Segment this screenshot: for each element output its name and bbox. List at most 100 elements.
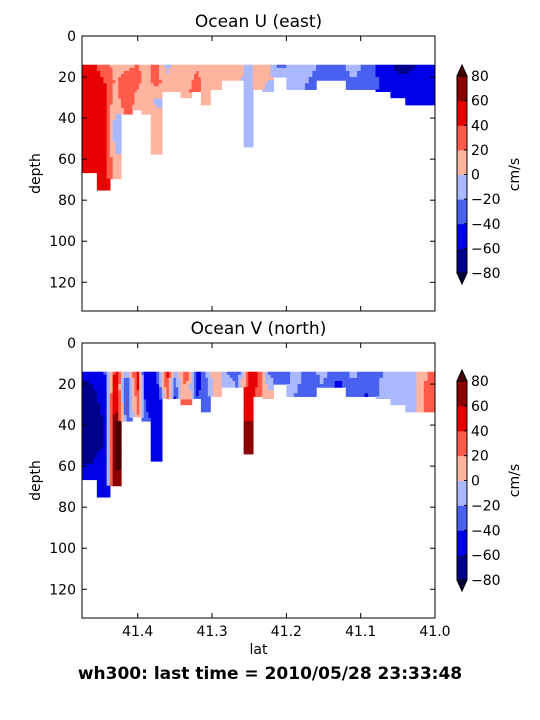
heatmap-cell: [136, 83, 140, 87]
heatmap-cell: [168, 67, 172, 72]
heatmap-cell: [431, 402, 435, 407]
heatmap-cell: [89, 476, 94, 481]
heatmap-cell: [423, 70, 429, 75]
heatmap-cell: [191, 80, 195, 84]
heatmap-cell: [96, 454, 101, 459]
heatmap-cell: [103, 166, 108, 170]
heatmap-cell: [243, 430, 247, 434]
heatmap-cell: [82, 377, 87, 382]
heatmap-cell: [161, 67, 165, 72]
heatmap-cell: [118, 144, 122, 149]
heatmap-cell: [118, 384, 122, 388]
heatmap-cell: [156, 436, 160, 441]
heatmap-cell: [112, 467, 117, 471]
heatmap-cell: [100, 83, 104, 87]
heatmap-cell: [173, 73, 177, 78]
heatmap-cell: [224, 67, 228, 72]
heatmap-cell: [112, 448, 117, 453]
heatmap-cell: [283, 371, 287, 376]
heatmap-cell: [103, 141, 108, 146]
heatmap-cell: [173, 380, 177, 385]
heatmap-cell: [121, 92, 125, 97]
heatmap-cell: [139, 86, 143, 90]
heatmap-cell: [229, 77, 234, 81]
heatmap-cell: [115, 172, 119, 177]
heatmap-cell: [203, 83, 207, 87]
heatmap-cell: [397, 89, 403, 94]
heatmap-cell: [248, 436, 252, 441]
heatmap-cell: [416, 64, 421, 69]
heatmap-cell: [290, 387, 295, 391]
heatmap-cell: [431, 83, 435, 87]
heatmap-cell: [153, 433, 157, 437]
heatmap-cell: [106, 402, 111, 407]
heatmap-cell: [368, 86, 373, 90]
heatmap-cell: [203, 67, 207, 72]
heatmap-cell: [248, 374, 252, 379]
heatmap-cell: [252, 393, 256, 397]
heatmap-cell: [82, 86, 87, 90]
heatmap-cell: [250, 424, 254, 428]
heatmap-cell: [175, 64, 179, 69]
heatmap-cell: [218, 371, 222, 376]
heatmap-cell: [96, 433, 101, 437]
heatmap-cell: [175, 384, 179, 388]
heatmap-cell: [183, 83, 187, 87]
heatmap-cell: [153, 430, 157, 434]
heatmap-cell: [252, 377, 256, 382]
heatmap-cell: [141, 89, 145, 94]
heatmap-cell: [106, 393, 111, 397]
heatmap-cell: [405, 70, 410, 75]
heatmap-cell: [229, 70, 234, 75]
heatmap-cell: [93, 445, 98, 450]
heatmap-cell: [243, 433, 247, 437]
heatmap-cell: [250, 86, 254, 90]
heatmap-cell: [112, 147, 117, 152]
heatmap-cell: [218, 384, 222, 388]
heatmap-cell: [150, 414, 155, 419]
heatmap-cell: [100, 129, 104, 134]
heatmap-cell: [290, 393, 295, 397]
heatmap-cell: [143, 101, 147, 106]
heatmap-cell: [193, 396, 197, 400]
heatmap-cell: [408, 70, 414, 75]
heatmap-cell: [141, 374, 145, 379]
heatmap-cell: [121, 110, 125, 115]
heatmap-cell: [150, 98, 155, 103]
heatmap-cell: [293, 374, 299, 379]
heatmap-cell: [245, 126, 249, 130]
heatmap-cell: [89, 138, 94, 143]
heatmap-cell: [82, 384, 87, 388]
heatmap-cell: [250, 83, 254, 87]
heatmap-cell: [297, 384, 302, 388]
heatmap-cell: [342, 64, 347, 69]
heatmap-cell: [286, 67, 291, 72]
heatmap-cell: [229, 67, 234, 72]
heatmap-cell: [250, 393, 254, 397]
heatmap-cell: [93, 101, 98, 106]
y-tick-label: 20: [58, 70, 76, 86]
heatmap-cell: [106, 467, 111, 471]
heatmap-cell: [123, 104, 128, 109]
heatmap-cell: [248, 101, 252, 106]
heatmap-cell: [82, 417, 87, 422]
heatmap-cell: [200, 393, 204, 397]
heatmap-cell: [375, 380, 380, 385]
heatmap-cell: [143, 417, 147, 422]
heatmap-cell: [129, 371, 133, 376]
heatmap-cell: [420, 377, 425, 382]
heatmap-cell: [178, 83, 182, 87]
heatmap-cell: [159, 101, 163, 106]
heatmap-cell: [121, 374, 125, 379]
heatmap-cell: [115, 154, 119, 158]
heatmap-cell: [349, 384, 354, 388]
heatmap-cell: [166, 377, 170, 382]
heatmap-cell: [156, 384, 160, 388]
heatmap-cell: [112, 150, 117, 155]
heatmap-cell: [109, 387, 114, 391]
heatmap-cell: [106, 187, 111, 191]
heatmap-cell: [150, 147, 155, 152]
heatmap-cell: [123, 64, 128, 69]
heatmap-cell: [193, 86, 197, 90]
heatmap-cell: [207, 374, 211, 379]
